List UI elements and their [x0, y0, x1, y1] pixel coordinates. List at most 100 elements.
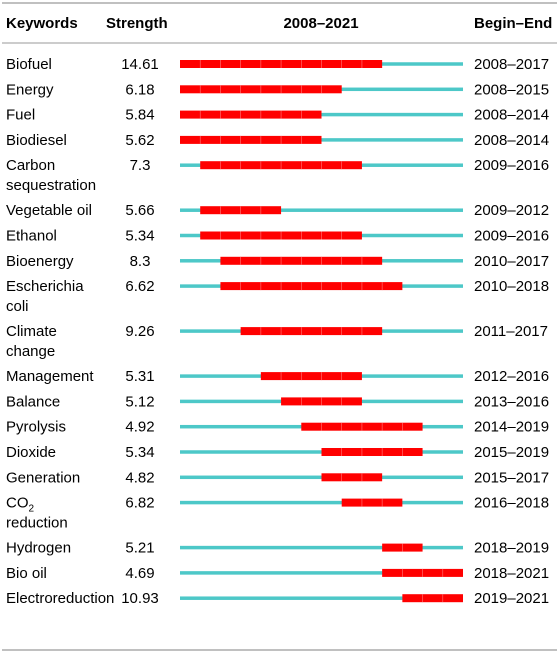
begin-end-label: 2012–2016 — [474, 368, 549, 385]
table-row: Escherichia coli 6.62 2010–2018 — [6, 278, 549, 315]
begin-end-label: 2009–2012 — [474, 202, 549, 219]
begin-end-label: 2018–2019 — [474, 540, 549, 557]
table-row: Carbon sequestration 7.3 2009–2016 — [6, 157, 549, 194]
keyword-label: Carbon — [6, 157, 55, 174]
table-row: Energy 6.18 2008–2015 — [6, 81, 549, 98]
strength-value: 7.3 — [130, 157, 151, 174]
table-row: Bio oil 4.69 2018–2021 — [6, 565, 549, 582]
burst-bar — [321, 448, 423, 456]
table-row: Balance 5.12 2013–2016 — [6, 393, 549, 410]
begin-end-label: 2009–2016 — [474, 228, 549, 245]
header-period: 2008–2021 — [283, 15, 358, 32]
strength-value: 5.66 — [125, 202, 154, 219]
strength-value: 6.62 — [125, 278, 154, 295]
table-row: Generation 4.82 2015–2017 — [6, 469, 549, 486]
strength-value: 4.69 — [125, 565, 154, 582]
keyword-label: change — [6, 343, 55, 360]
strength-value: 5.84 — [125, 107, 154, 124]
header-begin-end: Begin–End — [474, 15, 552, 32]
keyword-label: sequestration — [6, 177, 96, 194]
begin-end-label: 2008–2014 — [474, 132, 549, 149]
keyword-label: Balance — [6, 393, 60, 410]
keyword-label: coli — [6, 298, 29, 315]
keyword-label: Hydrogen — [6, 540, 71, 557]
table-row: Climate change 9.26 2011–2017 — [6, 323, 548, 360]
keyword-label: Biodiesel — [6, 132, 67, 149]
baseline-bar — [180, 571, 463, 575]
table-row: Hydrogen 5.21 2018–2019 — [6, 540, 549, 557]
begin-end-label: 2015–2017 — [474, 469, 549, 486]
begin-end-label: 2014–2019 — [474, 419, 549, 436]
table-row: Biodiesel 5.62 2008–2014 — [6, 132, 549, 149]
table-row: Management 5.31 2012–2016 — [6, 368, 549, 385]
baseline-bar — [180, 545, 463, 550]
begin-end-label: 2011–2017 — [474, 323, 548, 340]
begin-end-label: 2018–2021 — [474, 565, 549, 582]
burst-bar — [180, 110, 322, 119]
begin-end-label: 2010–2018 — [474, 278, 549, 295]
table-row: Dioxide 5.34 2015–2019 — [6, 444, 549, 461]
keyword-label: Climate — [6, 323, 57, 340]
begin-end-label: 2013–2016 — [474, 393, 549, 410]
keyword-label: Escherichia — [6, 278, 84, 295]
keyword-label: Dioxide — [6, 444, 56, 461]
begin-end-label: 2016–2018 — [474, 495, 549, 512]
strength-value: 8.3 — [130, 253, 151, 270]
header-strength: Strength — [106, 15, 168, 32]
begin-end-label: 2009–2016 — [474, 157, 549, 174]
burst-bar — [341, 498, 403, 507]
table-row: Electroreduction 10.93 2019–2021 — [6, 590, 549, 607]
header-keywords: Keywords — [6, 15, 78, 32]
table-row: Ethanol 5.34 2009–2016 — [6, 228, 549, 245]
table-body: Biofuel 14.61 2008–2017 Energy 6.18 2008–2015… — [6, 56, 549, 607]
keyword-label: Ethanol — [6, 228, 57, 245]
baseline-bar — [180, 596, 463, 600]
begin-end-label: 2019–2021 — [474, 590, 549, 607]
table-row: Bioenergy 8.3 2010–2017 — [6, 253, 549, 270]
baseline-bar — [180, 208, 463, 212]
strength-value: 5.21 — [125, 540, 154, 557]
begin-end-label: 2008–2017 — [474, 56, 549, 73]
table-row: Fuel 5.84 2008–2014 — [6, 107, 549, 124]
keyword-label: Electroreduction — [6, 590, 114, 607]
table-row: Biofuel 14.61 2008–2017 — [6, 56, 549, 73]
strength-value: 6.82 — [125, 495, 154, 512]
keyword-label: Energy — [6, 81, 54, 98]
begin-end-label: 2008–2015 — [474, 81, 549, 98]
keyword-label: Biofuel — [6, 56, 52, 73]
burst-bar — [220, 282, 403, 291]
burst-bar — [240, 327, 383, 336]
strength-value: 5.12 — [125, 393, 154, 410]
begin-end-label: 2008–2014 — [474, 107, 549, 124]
burst-bar — [321, 473, 383, 482]
strength-value: 5.62 — [125, 132, 154, 149]
strength-value: 5.34 — [125, 228, 154, 245]
keyword-label: Bio oil — [6, 565, 47, 582]
burst-bar — [402, 594, 463, 603]
strength-value: 4.92 — [125, 419, 154, 436]
keyword-label: Vegetable oil — [6, 202, 92, 219]
keyword-label: Generation — [6, 469, 80, 486]
baseline-bar — [180, 500, 463, 505]
strength-value: 9.26 — [125, 323, 154, 340]
table-row: Vegetable oil 5.66 2009–2012 — [6, 202, 549, 219]
table-row: Pyrolysis 4.92 2014–2019 — [6, 419, 549, 436]
strength-value: 10.93 — [121, 590, 159, 607]
strength-value: 14.61 — [121, 56, 159, 73]
begin-end-label: 2010–2017 — [474, 253, 549, 270]
burst-bar — [180, 135, 322, 144]
burst-bar — [260, 372, 362, 381]
keyword-label: CO2 — [6, 495, 35, 515]
keyword-label: Management — [6, 368, 94, 385]
strength-value: 5.31 — [125, 368, 154, 385]
strength-value: 5.34 — [125, 444, 154, 461]
keyword-label: Bioenergy — [6, 253, 74, 270]
keyword-label: Fuel — [6, 107, 35, 124]
strength-value: 4.82 — [125, 469, 154, 486]
strength-value: 6.18 — [125, 81, 154, 98]
keyword-label: Pyrolysis — [6, 419, 66, 436]
begin-end-label: 2015–2019 — [474, 444, 549, 461]
keyword-label: reduction — [6, 515, 68, 532]
